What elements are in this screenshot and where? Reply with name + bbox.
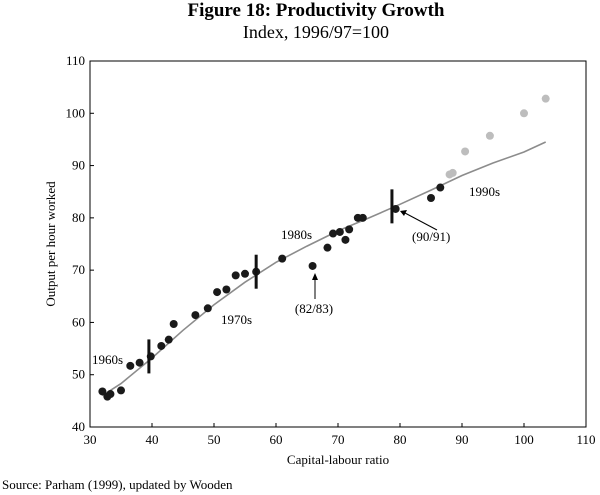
decade-label-1980s: 1980s [281, 227, 312, 242]
observed-data-point [329, 229, 338, 238]
y-tick-label: 40 [72, 419, 85, 434]
observed-data-point [427, 193, 435, 202]
observed-data-point [213, 288, 222, 297]
trend-line [101, 141, 547, 397]
observed-data-point [358, 213, 367, 222]
x-tick-label: 40 [146, 432, 159, 447]
observed-data-point [169, 319, 178, 328]
y-tick-label: 90 [72, 158, 85, 173]
x-tick-label: 60 [270, 432, 283, 447]
decade-label-1970s: 1970s [221, 312, 252, 327]
x-tick-label: 90 [456, 432, 469, 447]
observed-data-point [117, 386, 125, 395]
decade-labels: 1960s 1970s 1980s 1990s [92, 184, 500, 367]
observed-data-point [157, 341, 166, 350]
y-tick-label: 100 [66, 105, 86, 120]
observed-data-point [164, 335, 173, 344]
projected-data-point [520, 109, 528, 118]
chart-title: Figure 18: Productivity Growth [187, 0, 444, 21]
x-tick-label: 30 [84, 432, 97, 447]
observed-data-point [323, 243, 332, 252]
observed-data-point [391, 204, 400, 213]
observed-data-point [436, 183, 445, 192]
projected-data-point [461, 147, 470, 156]
observed-data-point [335, 227, 344, 236]
y-tick-label: 110 [66, 53, 85, 68]
annotation-82-83: (82/83) [295, 273, 333, 316]
projected-data-point [541, 94, 550, 103]
x-tick-label: 110 [576, 432, 595, 447]
annotation-82-83-arrowhead [312, 273, 318, 280]
x-axis-ticks: 30 40 50 60 70 80 90 100 110 [84, 423, 596, 447]
decade-label-1990s: 1990s [469, 184, 500, 199]
projected-data-point [448, 168, 457, 177]
observed-data-point [191, 311, 200, 320]
observed-data-point [278, 254, 287, 263]
observed-data-point [231, 271, 240, 280]
observed-data-point [135, 358, 144, 367]
y-tick-label: 80 [72, 210, 85, 225]
source-note: Source: Parham (1999), updated by Wooden [2, 477, 233, 492]
chart-subtitle: Index, 1996/97=100 [243, 22, 389, 42]
decade-markers [147, 189, 394, 374]
annotation-90-91: (90/91) [400, 210, 450, 244]
decade-label-1960s: 1960s [92, 352, 123, 367]
x-axis-label: Capital-labour ratio [287, 452, 389, 467]
projected-data-point [485, 131, 494, 140]
x-tick-label: 70 [332, 432, 345, 447]
y-axis-label: Output per hour worked [43, 181, 58, 307]
observed-data-point [345, 225, 354, 234]
plot-frame [89, 60, 587, 428]
annotation-90-91-arrow [404, 212, 438, 231]
x-tick-label: 50 [208, 432, 221, 447]
observed-data-point [126, 361, 135, 370]
x-tick-label: 80 [394, 432, 407, 447]
y-tick-label: 50 [72, 367, 85, 382]
annotation-90-91-label: (90/91) [412, 229, 450, 244]
observed-data-point [341, 235, 350, 244]
y-tick-label: 70 [72, 262, 85, 277]
annotation-82-83-label: (82/83) [295, 301, 333, 316]
observed-data-point [203, 304, 212, 313]
y-tick-label: 60 [72, 314, 85, 329]
observed-data-point [241, 269, 249, 278]
observed-data-point [98, 387, 107, 396]
data-points [98, 94, 550, 401]
observed-data-point [308, 261, 317, 270]
observed-data-point [106, 390, 115, 399]
annotation-90-91-arrowhead [400, 210, 407, 216]
x-tick-label: 100 [514, 432, 534, 447]
y-axis-ticks: 40 50 60 70 80 90 100 110 [66, 53, 94, 434]
observed-data-point [222, 285, 231, 294]
